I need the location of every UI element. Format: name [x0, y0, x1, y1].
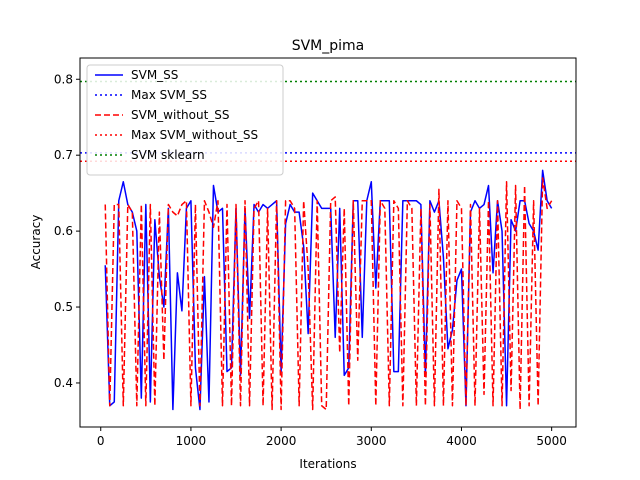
x-tick-label: 5000 [536, 434, 567, 448]
chart-title: SVM_pima [292, 38, 365, 54]
plot-frame [79, 57, 577, 428]
y-tick-label: 0.6 [54, 224, 73, 238]
legend-box [86, 64, 284, 176]
y-tick-label: 0.4 [54, 376, 73, 390]
x-axis-label: Iterations [299, 457, 356, 471]
y-tick-label: 0.8 [54, 72, 73, 86]
legend-label: SVM_SS [131, 68, 178, 82]
y-tick-label: 0.7 [54, 148, 73, 162]
x-axis: 0 1000 2000 3000 4000 5000 [97, 427, 567, 448]
x-tick-label: 0 [97, 434, 105, 448]
y-tick-label: 0.5 [54, 300, 73, 314]
legend-label: SVM sklearn [131, 148, 205, 162]
legend-label: Max SVM_without_SS [131, 128, 258, 142]
x-tick-label: 3000 [356, 434, 387, 448]
x-tick-label: 4000 [446, 434, 477, 448]
x-tick-label: 1000 [176, 434, 207, 448]
legend-label: SVM_without_SS [131, 108, 230, 122]
y-axis-label: Accuracy [29, 215, 43, 270]
legend: SVM_SS Max SVM_SS SVM_without_SS Max SVM_wi… [86, 64, 284, 176]
legend-label: Max SVM_SS [131, 88, 207, 102]
series-svm-ss [104, 169, 553, 411]
y-axis: 0.4 0.5 0.6 0.7 0.8 [54, 72, 80, 390]
series-svm-without-ss [104, 177, 553, 411]
plot-lines [80, 80, 576, 411]
x-tick-label: 2000 [266, 434, 297, 448]
